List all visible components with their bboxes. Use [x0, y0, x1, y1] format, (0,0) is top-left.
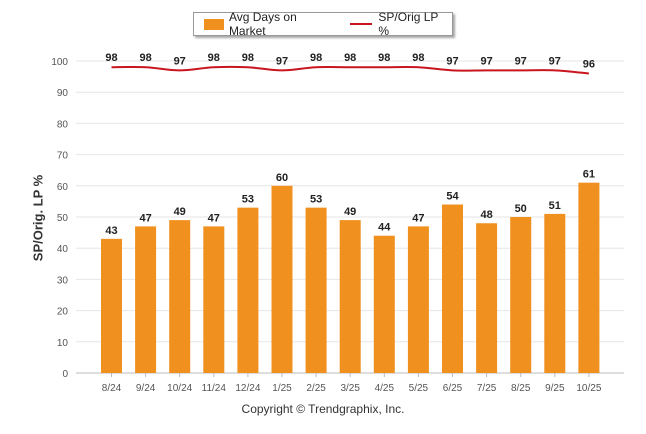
x-tick-label: 10/24 [167, 383, 192, 394]
bar [476, 223, 498, 373]
line-value-label: 98 [139, 52, 151, 64]
line-value-label: 96 [583, 58, 595, 70]
bar-value-label: 49 [174, 206, 186, 218]
bar-value-label: 51 [549, 200, 561, 212]
bar-value-label: 60 [276, 172, 288, 184]
bar [169, 220, 191, 373]
x-tick-label: 5/25 [409, 383, 429, 394]
legend-line-swatch [350, 23, 373, 25]
bar [237, 207, 259, 373]
bar [544, 213, 566, 373]
bar [135, 226, 157, 373]
bar-value-label: 61 [583, 169, 595, 181]
line-value-label: 97 [480, 55, 492, 67]
y-tick-label: 20 [57, 307, 69, 318]
copyright-text: Copyright © Trendgraphix, Inc. [241, 402, 405, 416]
legend-bar-label: Avg Days on Market [228, 10, 297, 38]
legend-item-bar: Avg Days on Market [204, 10, 336, 38]
line-value-label: 98 [378, 52, 390, 64]
bar [305, 207, 327, 373]
bar [407, 226, 429, 373]
x-tick-label: 6/25 [443, 383, 463, 394]
x-tick-label: 12/24 [235, 383, 260, 394]
bar-value-label: 47 [412, 212, 424, 224]
bar-value-label: 50 [515, 203, 527, 215]
y-tick-label: 30 [57, 275, 69, 286]
bar-value-label: 43 [105, 225, 117, 237]
bar [101, 238, 122, 373]
x-tick-label: 7/25 [477, 383, 497, 394]
legend-bar-swatch [204, 18, 224, 30]
x-tick-label: 1/25 [272, 383, 292, 394]
line-value-label: 97 [276, 55, 288, 67]
bar [373, 235, 395, 373]
bar [510, 217, 532, 373]
line-value-label: 98 [412, 52, 424, 64]
y-tick-label: 70 [57, 151, 69, 162]
legend: Avg Days on Market SP/Orig LP % [193, 10, 453, 38]
y-tick-label: 80 [57, 119, 69, 130]
bar [203, 226, 225, 373]
line-value-label: 97 [174, 55, 186, 67]
bar-value-label: 53 [310, 194, 322, 206]
y-tick-label: 0 [62, 369, 68, 380]
x-tick-label: 11/24 [202, 383, 227, 394]
x-tick-label: 10/25 [576, 383, 601, 394]
x-tick-label: 2/25 [306, 383, 326, 394]
bar-value-label: 48 [480, 209, 492, 221]
bar-value-label: 53 [242, 194, 254, 206]
x-tick-label: 8/25 [511, 383, 531, 394]
bar [271, 185, 293, 373]
bar-value-label: 44 [378, 222, 391, 234]
legend-item-line: SP/Orig LP % [350, 10, 452, 38]
line-value-label: 98 [208, 52, 220, 64]
y-axis-label: SP/Orig. LP % [30, 174, 46, 262]
line-series-sp-orig-lp [111, 65, 589, 75]
line-value-label: 98 [344, 52, 356, 64]
line-value-label: 97 [549, 55, 561, 67]
y-tick-label: 100 [51, 57, 68, 68]
bar [339, 220, 361, 373]
x-tick-label: 3/25 [340, 383, 360, 394]
bar-value-label: 47 [139, 212, 151, 224]
bar-value-label: 49 [344, 206, 356, 218]
line-value-label: 97 [515, 55, 527, 67]
y-tick-label: 10 [57, 338, 69, 349]
line-value-label: 98 [242, 52, 254, 64]
line-value-label: 98 [105, 52, 117, 64]
bar-value-label: 47 [208, 212, 220, 224]
bar [442, 204, 463, 373]
y-tick-label: 60 [57, 182, 69, 193]
x-tick-label: 9/24 [136, 383, 156, 394]
y-tick-label: 40 [57, 244, 69, 255]
bar [578, 182, 600, 373]
y-tick-label: 90 [57, 88, 69, 99]
line-value-label: 98 [310, 52, 322, 64]
y-tick-label: 50 [57, 213, 69, 224]
x-tick-label: 9/25 [545, 383, 565, 394]
line-value-label: 97 [446, 55, 458, 67]
legend-line-label: SP/Orig LP % [378, 10, 439, 38]
x-tick-label: 4/25 [375, 383, 395, 394]
x-tick-label: 8/24 [102, 383, 122, 394]
bar-value-label: 54 [446, 191, 459, 203]
